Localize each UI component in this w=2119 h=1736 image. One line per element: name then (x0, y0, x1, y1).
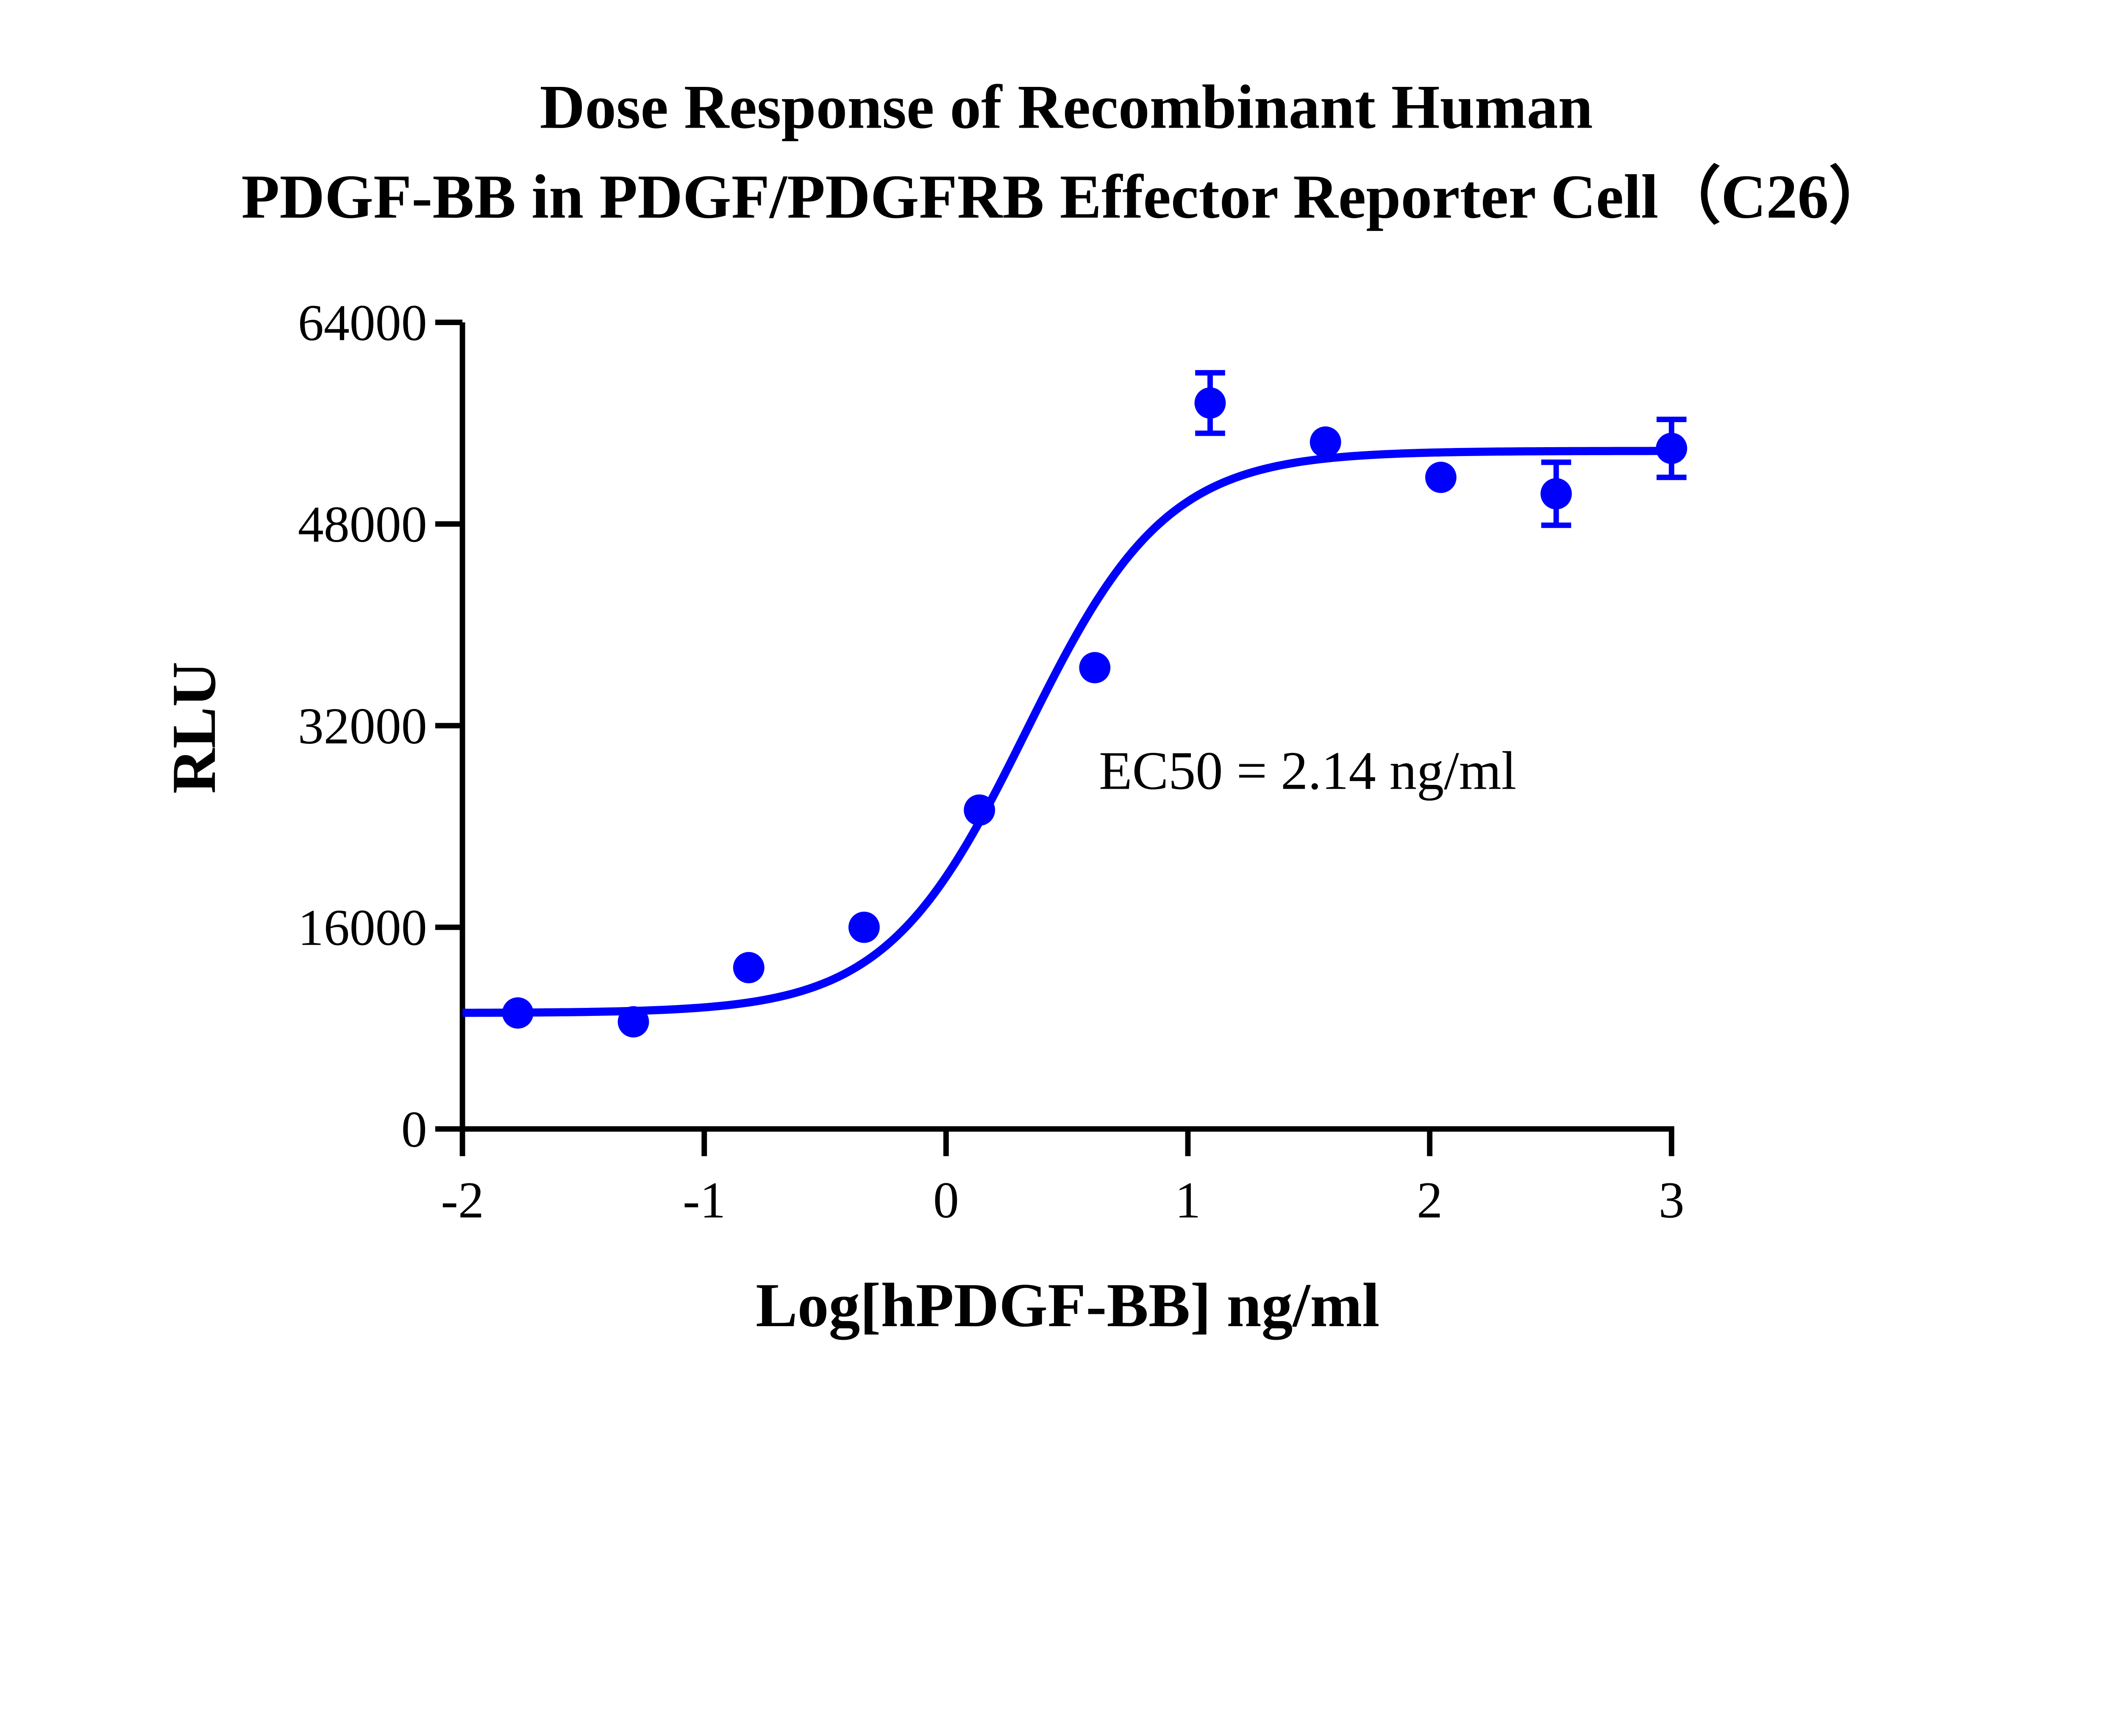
curve-layer (462, 447, 1672, 1017)
data-point (1425, 462, 1457, 493)
data-point (964, 794, 995, 826)
y-tick-label: 32000 (298, 698, 427, 755)
data-point (1194, 387, 1226, 419)
chart-title-line-1: Dose Response of Recombinant Human (540, 72, 1593, 142)
data-point-group (1310, 426, 1341, 458)
data-point (1541, 478, 1572, 509)
data-point-group (1425, 462, 1457, 493)
data-point-group (964, 794, 995, 826)
y-axis-label: RLU (159, 662, 228, 794)
x-axis-label: Log[hPDGF-BB] ng/ml (756, 1270, 1379, 1340)
data-point (617, 1006, 649, 1038)
x-tick-label: 2 (1417, 1171, 1443, 1229)
chart-title-line-2: PDGF-BB in PDGF/PDGFRB Effector Reporter… (241, 161, 1891, 231)
data-point (848, 911, 880, 943)
data-point (1310, 426, 1341, 458)
data-point-group (617, 1006, 649, 1038)
data-point (1656, 433, 1688, 464)
data-point-group (502, 997, 534, 1029)
data-point-group (1656, 417, 1688, 480)
data-point-group (1194, 370, 1226, 436)
y-tick-label: 16000 (298, 899, 427, 957)
data-point-group (1079, 652, 1111, 684)
data-point-group (848, 911, 880, 943)
y-tick-label: 0 (401, 1101, 427, 1158)
data-point (733, 952, 765, 983)
x-tick-label: -1 (683, 1171, 726, 1229)
ec50-annotation: EC50 = 2.14 ng/ml (1099, 740, 1516, 801)
x-tick-label: 0 (933, 1171, 959, 1229)
data-point (1079, 652, 1111, 684)
data-point (502, 997, 534, 1029)
data-point-group (1541, 459, 1572, 528)
axes: 0 16000 32000 48000 64000 -2 -1 0 1 2 3 (298, 294, 1685, 1229)
x-tick-label: 3 (1659, 1171, 1685, 1229)
y-tick-label: 48000 (298, 496, 427, 553)
data-point-group (733, 952, 765, 983)
fit-curve (462, 447, 1672, 1017)
dose-response-chart: Dose Response of Recombinant Human PDGF-… (159, 72, 1891, 1340)
x-tick-label: 1 (1175, 1171, 1201, 1229)
x-tick-label: -2 (441, 1171, 484, 1229)
y-tick-label: 64000 (298, 294, 427, 351)
points-layer (502, 370, 1688, 1038)
